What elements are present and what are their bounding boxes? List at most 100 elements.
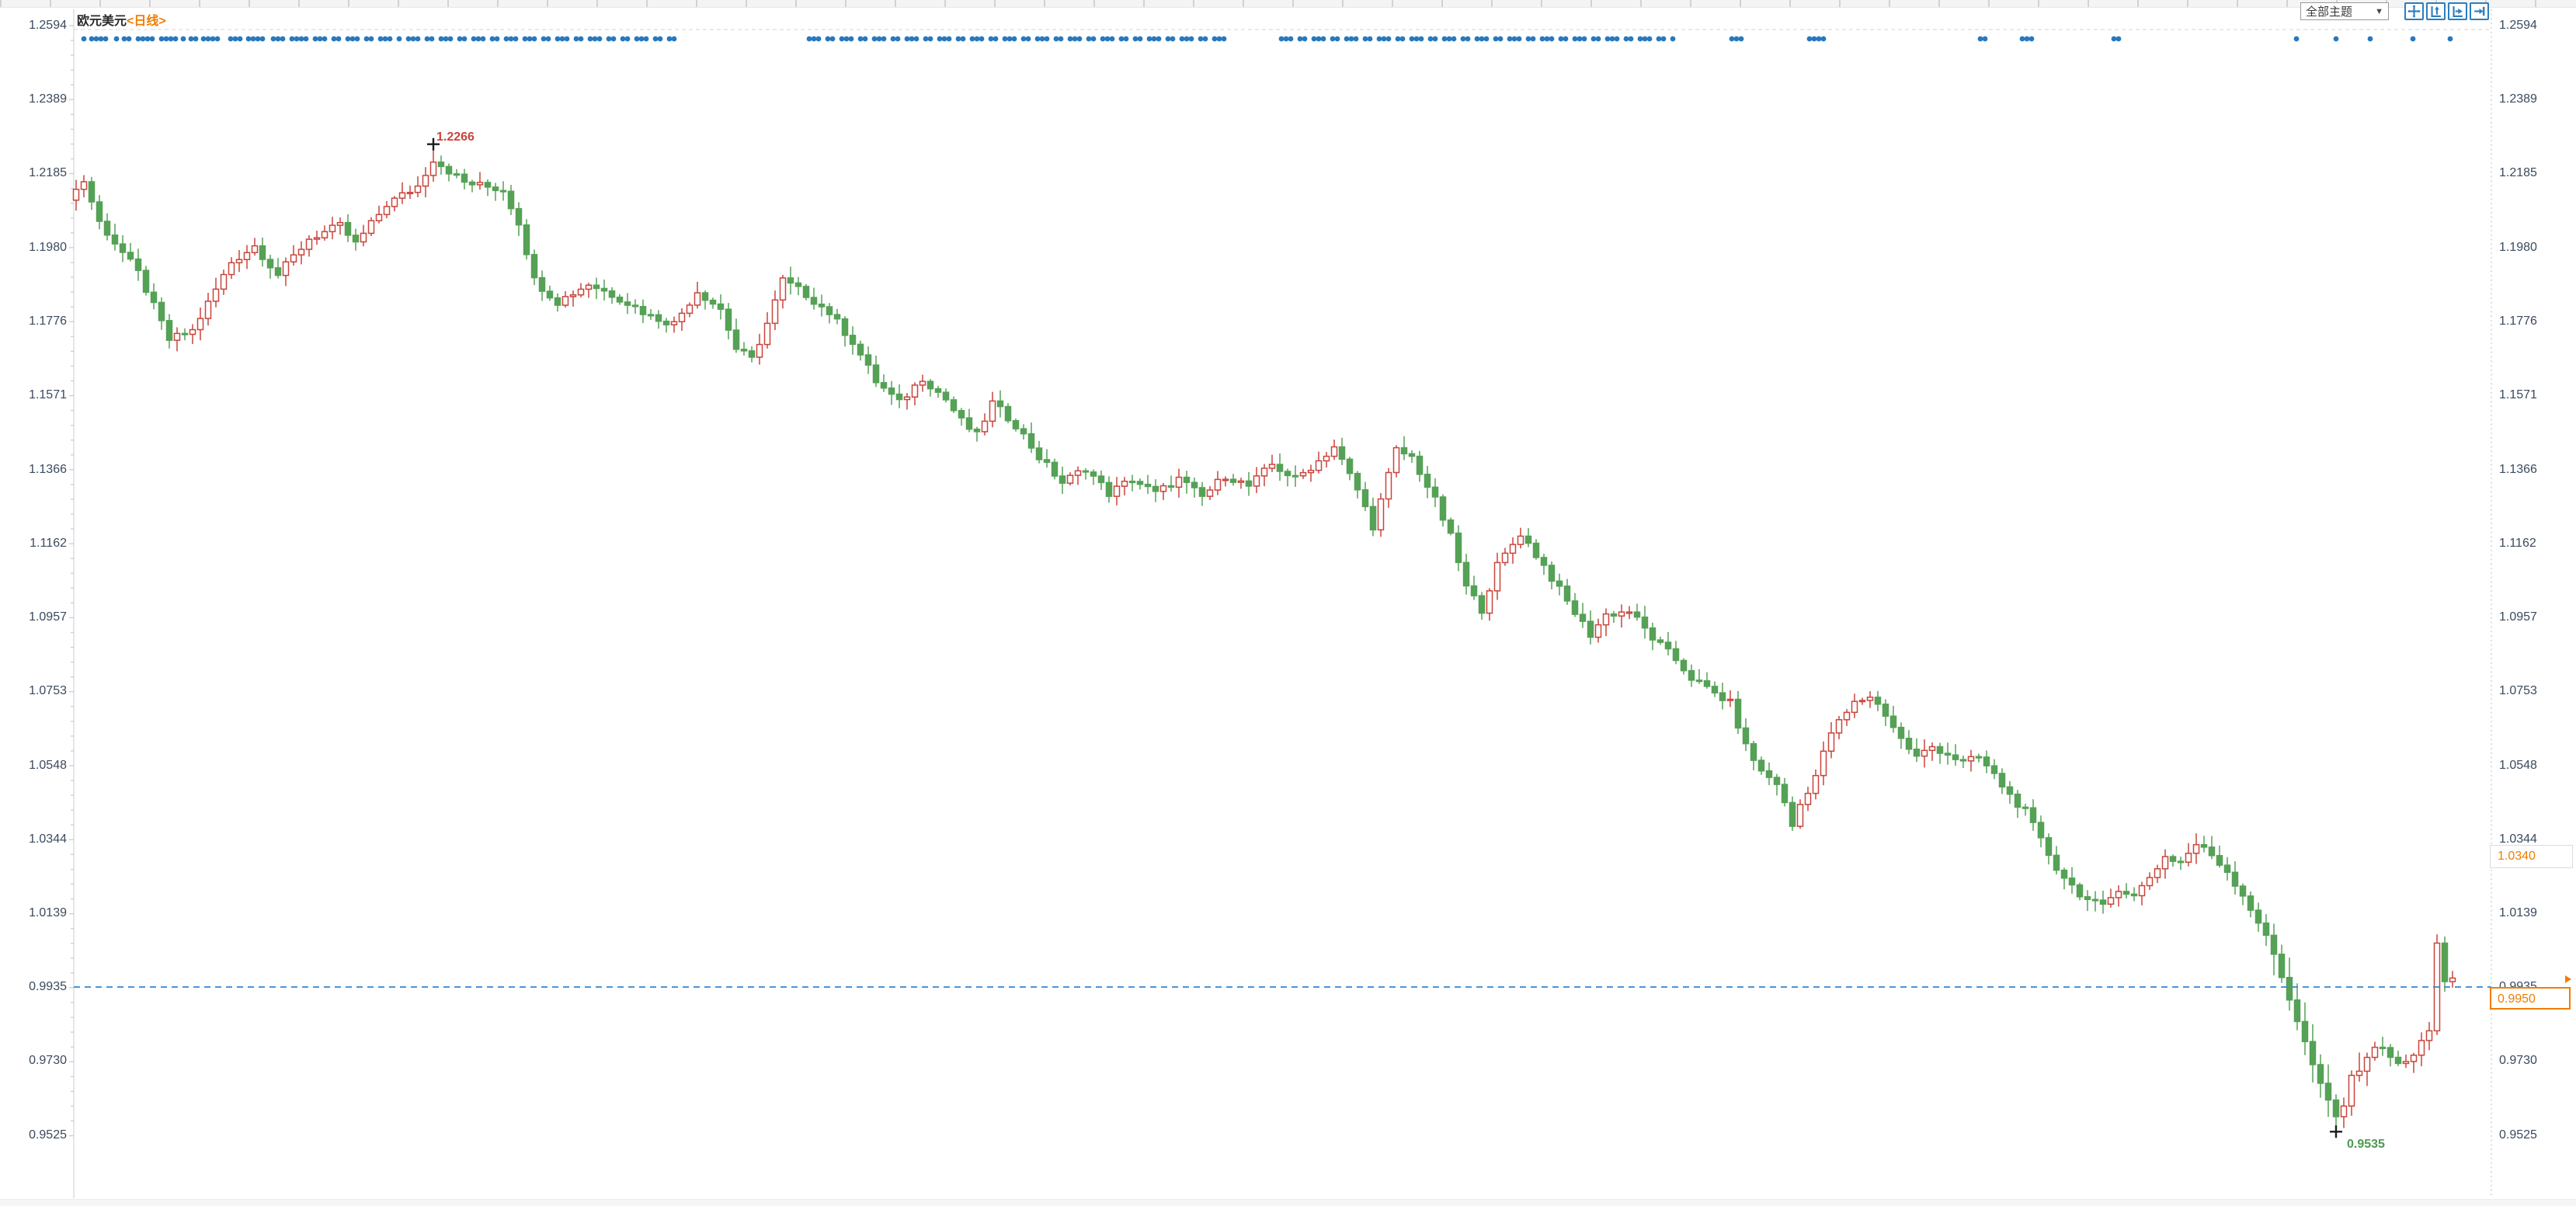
event-marker-dot[interactable] bbox=[1729, 36, 1735, 42]
event-marker-dot[interactable] bbox=[121, 36, 127, 42]
event-marker-dot[interactable] bbox=[825, 36, 831, 42]
event-marker-dot[interactable] bbox=[1100, 36, 1106, 42]
event-marker-dot[interactable] bbox=[1609, 36, 1615, 42]
event-marker-dot[interactable] bbox=[429, 36, 435, 42]
event-marker-dot[interactable] bbox=[1820, 36, 1827, 42]
event-marker-dot[interactable] bbox=[270, 36, 276, 42]
event-marker-dot[interactable] bbox=[214, 36, 221, 42]
event-marker-dot[interactable] bbox=[1806, 36, 1813, 42]
event-marker-dot[interactable] bbox=[2367, 36, 2373, 42]
event-marker-dot[interactable] bbox=[1076, 36, 1083, 42]
event-marker-dot[interactable] bbox=[993, 36, 999, 42]
event-marker-dot[interactable] bbox=[1198, 36, 1204, 42]
event-marker-dot[interactable] bbox=[1460, 36, 1466, 42]
event-marker-dot[interactable] bbox=[1034, 36, 1041, 42]
event-marker-dot[interactable] bbox=[564, 36, 570, 42]
event-marker-dot[interactable] bbox=[1451, 36, 1457, 42]
event-marker-dot[interactable] bbox=[592, 36, 598, 42]
event-marker-dot[interactable] bbox=[245, 36, 252, 42]
event-marker-dot[interactable] bbox=[2293, 36, 2300, 42]
event-marker-dot[interactable] bbox=[140, 36, 146, 42]
event-marker-dot[interactable] bbox=[1334, 36, 1340, 42]
event-marker-dot[interactable] bbox=[1733, 36, 1740, 42]
event-marker-dot[interactable] bbox=[1385, 36, 1392, 42]
event-marker-dot[interactable] bbox=[193, 36, 199, 42]
event-marker-dot[interactable] bbox=[1381, 36, 1387, 42]
event-marker-dot[interactable] bbox=[1184, 36, 1190, 42]
event-marker-dot[interactable] bbox=[1507, 36, 1513, 42]
event-marker-dot[interactable] bbox=[1362, 36, 1368, 42]
event-marker-dot[interactable] bbox=[979, 36, 985, 42]
event-marker-dot[interactable] bbox=[1516, 36, 1522, 42]
event-marker-dot[interactable] bbox=[508, 36, 514, 42]
event-marker-dot[interactable] bbox=[1165, 36, 1171, 42]
event-marker-dot[interactable] bbox=[829, 36, 836, 42]
event-marker-dot[interactable] bbox=[1123, 36, 1129, 42]
event-marker-dot[interactable] bbox=[1044, 36, 1050, 42]
event-marker-dot[interactable] bbox=[988, 36, 994, 42]
event-marker-dot[interactable] bbox=[457, 36, 463, 42]
event-marker-dot[interactable] bbox=[862, 36, 868, 42]
event-marker-dot[interactable] bbox=[158, 36, 165, 42]
event-marker-dot[interactable] bbox=[1376, 36, 1382, 42]
event-marker-dot[interactable] bbox=[1646, 36, 1653, 42]
event-marker-dot[interactable] bbox=[1011, 36, 1017, 42]
event-marker-dot[interactable] bbox=[527, 36, 533, 42]
event-marker-dot[interactable] bbox=[228, 36, 234, 42]
event-marker-dot[interactable] bbox=[405, 36, 412, 42]
event-marker-dot[interactable] bbox=[1283, 36, 1289, 42]
event-marker-dot[interactable] bbox=[135, 36, 141, 42]
event-marker-dot[interactable] bbox=[522, 36, 528, 42]
event-marker-dot[interactable] bbox=[1104, 36, 1111, 42]
event-marker-dot[interactable] bbox=[1302, 36, 1308, 42]
event-marker-dot[interactable] bbox=[1202, 36, 1208, 42]
event-marker-dot[interactable] bbox=[475, 36, 481, 42]
event-marker-dot[interactable] bbox=[1330, 36, 1336, 42]
event-marker-dot[interactable] bbox=[1614, 36, 1620, 42]
event-marker-dot[interactable] bbox=[410, 36, 416, 42]
event-marker-dot[interactable] bbox=[205, 36, 211, 42]
event-marker-dot[interactable] bbox=[1581, 36, 1587, 42]
event-marker-dot[interactable] bbox=[904, 36, 910, 42]
event-marker-dot[interactable] bbox=[1738, 36, 1744, 42]
event-marker-dot[interactable] bbox=[1297, 36, 1303, 42]
event-marker-dot[interactable] bbox=[294, 36, 300, 42]
event-marker-dot[interactable] bbox=[1604, 36, 1611, 42]
event-marker-dot[interactable] bbox=[1525, 36, 1531, 42]
event-marker-dot[interactable] bbox=[447, 36, 454, 42]
event-marker-dot[interactable] bbox=[172, 36, 179, 42]
event-marker-dot[interactable] bbox=[81, 36, 87, 42]
event-marker-dot[interactable] bbox=[93, 36, 99, 42]
event-marker-dot[interactable] bbox=[382, 36, 388, 42]
event-marker-dot[interactable] bbox=[871, 36, 878, 42]
event-marker-dot[interactable] bbox=[2115, 36, 2122, 42]
event-marker-dot[interactable] bbox=[298, 36, 304, 42]
event-marker-dot[interactable] bbox=[1539, 36, 1545, 42]
event-marker-dot[interactable] bbox=[200, 36, 207, 42]
event-marker-dot[interactable] bbox=[1288, 36, 1294, 42]
event-marker-dot[interactable] bbox=[1816, 36, 1822, 42]
event-marker-dot[interactable] bbox=[312, 36, 318, 42]
event-marker-dot[interactable] bbox=[1982, 36, 1988, 42]
event-marker-dot[interactable] bbox=[974, 36, 980, 42]
event-marker-dot[interactable] bbox=[2024, 36, 2030, 42]
event-marker-dot[interactable] bbox=[1311, 36, 1317, 42]
event-marker-dot[interactable] bbox=[335, 36, 342, 42]
event-marker-dot[interactable] bbox=[1628, 36, 1634, 42]
event-marker-dot[interactable] bbox=[443, 36, 449, 42]
event-marker-dot[interactable] bbox=[1637, 36, 1643, 42]
event-marker-dot[interactable] bbox=[1441, 36, 1448, 42]
crosshair-move-button[interactable] bbox=[2404, 2, 2424, 20]
event-marker-dot[interactable] bbox=[1544, 36, 1550, 42]
event-marker-dot[interactable] bbox=[1118, 36, 1125, 42]
event-marker-dot[interactable] bbox=[1549, 36, 1555, 42]
event-marker-dot[interactable] bbox=[531, 36, 537, 42]
event-marker-dot[interactable] bbox=[937, 36, 943, 42]
event-marker-dot[interactable] bbox=[1432, 36, 1438, 42]
event-marker-dot[interactable] bbox=[1188, 36, 1194, 42]
event-marker-dot[interactable] bbox=[1465, 36, 1471, 42]
event-marker-dot[interactable] bbox=[606, 36, 612, 42]
event-marker-dot[interactable] bbox=[666, 36, 673, 42]
event-marker-dot[interactable] bbox=[1072, 36, 1078, 42]
